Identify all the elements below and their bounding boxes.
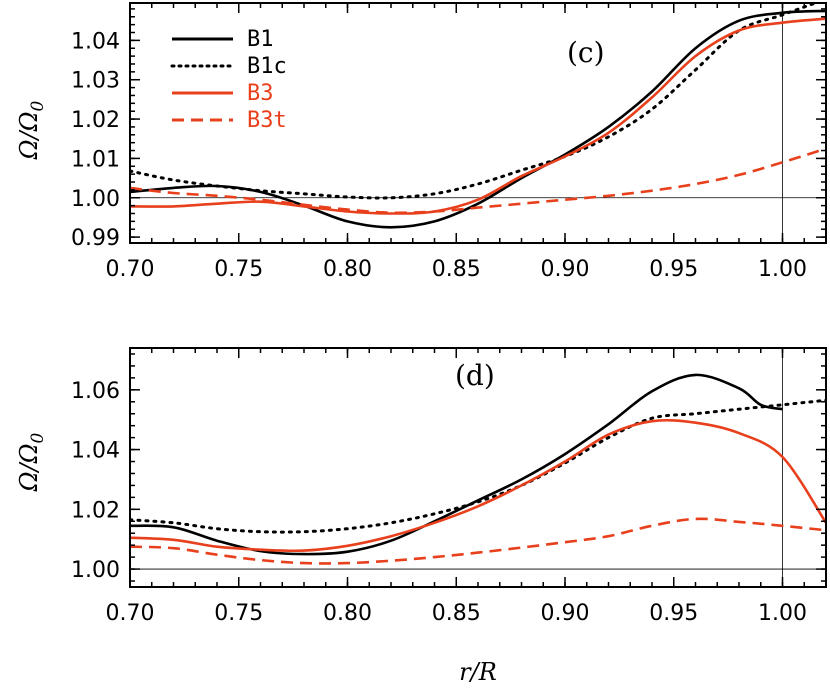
x-tick-label: 0.95 [649, 257, 698, 282]
y-tick-label: 1.04 [71, 439, 120, 464]
y-tick-label: 1.00 [71, 187, 120, 212]
y-tick-label: 0.99 [71, 226, 120, 251]
panel-d-chart: (d) Ω/Ω0 r/R 0.70 0.75 0.80 0.85 0.90 0.95 1.0… [15, 347, 827, 686]
legend: B1 B1c B3 B3t [170, 27, 287, 133]
x-tick-label: 0.80 [323, 601, 372, 626]
x-tick-label: 0.75 [214, 257, 263, 282]
x-tick-label: 0.90 [541, 601, 590, 626]
series-line-b1c [130, 398, 826, 534]
x-tick-label: 0.70 [106, 601, 155, 626]
series-line-b3t [130, 517, 826, 565]
y-tick-label: 1.06 [71, 379, 120, 404]
series-line-b3 [130, 418, 826, 553]
series-line-b1c [130, 3, 820, 200]
y-tick-label: 1.03 [71, 69, 120, 94]
y-tick-label: 1.04 [71, 29, 120, 54]
series-line-b1 [130, 373, 783, 556]
panel-c-chart: (c) Ω/Ω0 B1 B1c B3 B3t 0.70 0.75 0.80 0.85 0… [15, 2, 827, 282]
x-tick-label: 1.00 [758, 257, 807, 282]
legend-entry-b3t: B3t [172, 108, 287, 133]
legend-label-b3t: B3t [247, 108, 287, 133]
y-tick-label: 1.01 [71, 147, 120, 172]
legend-label-b1c: B1c [247, 54, 287, 79]
legend-label-b1: B1 [247, 27, 274, 52]
series-line-b3t [130, 147, 826, 215]
legend-label-b3: B3 [247, 81, 274, 106]
y-tick-label: 1.02 [71, 108, 120, 133]
x-tick-label: 0.70 [106, 257, 155, 282]
panel-c-label: (c) [567, 36, 605, 69]
panel-d-xlabel: r/R [459, 658, 497, 686]
series-group [130, 3, 826, 229]
x-tick-label: 0.85 [432, 601, 481, 626]
x-tick-label: 0.75 [214, 601, 263, 626]
legend-entry-b1: B1 [172, 27, 274, 52]
series-line-b1 [130, 9, 826, 229]
series-line-b3 [130, 17, 826, 215]
legend-entry-b3: B3 [172, 81, 274, 106]
legend-entry-b1c: B1c [170, 54, 287, 79]
panel-d-label: (d) [455, 359, 495, 392]
series-group [130, 373, 826, 565]
x-tick-label: 0.90 [541, 257, 590, 282]
x-tick-label: 0.80 [323, 257, 372, 282]
y-tick-label: 1.02 [71, 498, 120, 523]
panel-d-ylabel: Ω/Ω0 [15, 432, 48, 492]
x-tick-label: 1.00 [758, 601, 807, 626]
y-tick-label: 1.00 [71, 558, 120, 583]
panel-c-ylabel: Ω/Ω0 [15, 100, 48, 160]
x-tick-label: 0.95 [649, 601, 698, 626]
x-tick-label: 0.85 [432, 257, 481, 282]
